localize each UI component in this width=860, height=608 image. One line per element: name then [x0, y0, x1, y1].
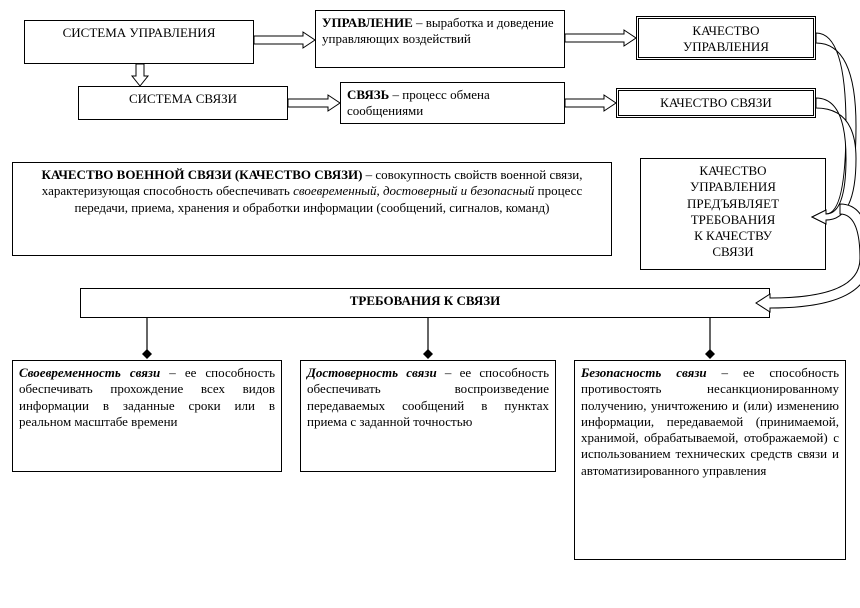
- node-quality-communication: КАЧЕСТВО СВЯЗИ: [616, 88, 816, 118]
- node-requirements-header: ТРЕБОВАНИЯ К СВЯЗИ: [80, 288, 770, 318]
- node-label: СИСТЕМА УПРАВЛЕНИЯ: [63, 25, 216, 40]
- diagram-canvas: СИСТЕМА УПРАВЛЕНИЯ СИСТЕМА СВЯЗИ УПРАВЛЕ…: [0, 0, 860, 608]
- node-reliability: Достоверность связи – ее способность обе…: [300, 360, 556, 472]
- node-label: КАЧЕСТВО СВЯЗИ: [660, 95, 772, 110]
- node-quality-requirements: КАЧЕСТВОУПРАВЛЕНИЯПРЕДЪЯВЛЯЕТТРЕБОВАНИЯК…: [640, 158, 826, 270]
- node-system-communication: СИСТЕМА СВЯЗИ: [78, 86, 288, 120]
- node-quality-management: КАЧЕСТВОУПРАВЛЕНИЯ: [636, 16, 816, 60]
- node-timeliness: Своевременность связи – ее способность о…: [12, 360, 282, 472]
- node-communication: СВЯЗЬ – процесс обмена сообщениями: [340, 82, 565, 124]
- node-management: УПРАВЛЕНИЕ – выработка и доведение управ…: [315, 10, 565, 68]
- node-quality-definition: КАЧЕСТВО ВОЕННОЙ СВЯЗИ (КАЧЕСТВО СВЯЗИ) …: [12, 162, 612, 256]
- node-security: Безопасность связи – ее способность прот…: [574, 360, 846, 560]
- node-label: СИСТЕМА СВЯЗИ: [129, 91, 237, 106]
- node-system-management: СИСТЕМА УПРАВЛЕНИЯ: [24, 20, 254, 64]
